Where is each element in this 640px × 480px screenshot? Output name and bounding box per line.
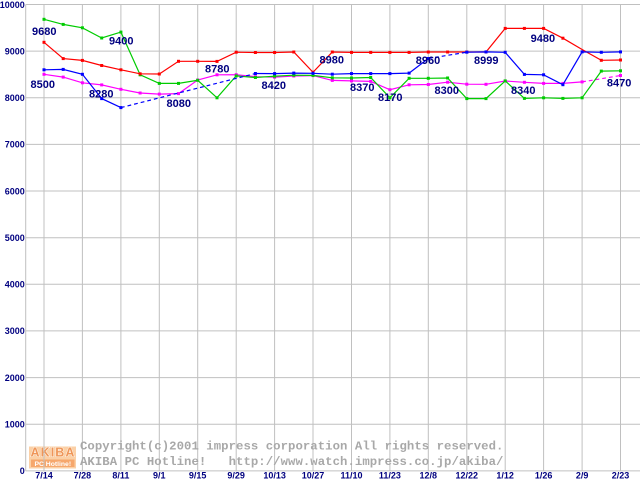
svg-text:2/23: 2/23	[612, 471, 630, 480]
svg-text:9/1: 9/1	[153, 471, 166, 480]
svg-text:1000: 1000	[5, 420, 25, 430]
svg-text:AKIBA PC Hotline! http://www: AKIBA PC Hotline! http://www.watch.impre…	[80, 455, 503, 469]
svg-text:AKIBA: AKIBA	[30, 446, 75, 460]
svg-text:6000: 6000	[5, 186, 25, 196]
svg-text:9480: 9480	[531, 33, 555, 45]
svg-text:5000: 5000	[5, 233, 25, 243]
svg-text:10000: 10000	[0, 0, 25, 10]
svg-text:2/9: 2/9	[576, 471, 589, 480]
svg-text:2000: 2000	[5, 373, 25, 383]
svg-text:8300: 8300	[435, 85, 459, 97]
svg-text:10/27: 10/27	[302, 471, 325, 480]
svg-text:8500: 8500	[31, 79, 55, 91]
svg-text:12/8: 12/8	[420, 471, 438, 480]
svg-text:9000: 9000	[5, 46, 25, 56]
svg-text:11/10: 11/10	[340, 471, 362, 480]
svg-text:8420: 8420	[262, 80, 286, 92]
svg-text:3000: 3000	[5, 326, 25, 336]
svg-text:8470: 8470	[607, 78, 631, 90]
svg-text:4000: 4000	[5, 280, 25, 290]
svg-text:8370: 8370	[350, 82, 374, 94]
svg-text:7/14: 7/14	[35, 471, 53, 480]
svg-text:9680: 9680	[32, 26, 56, 38]
svg-text:12/22: 12/22	[456, 471, 479, 480]
svg-text:11/23: 11/23	[379, 471, 401, 480]
svg-text:8080: 8080	[167, 98, 191, 110]
svg-text:8170: 8170	[378, 92, 402, 104]
svg-text:8/11: 8/11	[112, 471, 129, 480]
svg-text:1/26: 1/26	[535, 471, 553, 480]
svg-text:8340: 8340	[511, 85, 535, 97]
svg-text:7000: 7000	[5, 140, 25, 150]
svg-text:8780: 8780	[205, 63, 229, 75]
svg-text:8280: 8280	[89, 88, 113, 100]
svg-text:9/15: 9/15	[189, 471, 207, 480]
svg-text:10/13: 10/13	[263, 471, 286, 480]
svg-text:9400: 9400	[109, 36, 133, 48]
svg-text:Copyright(c)2001 impress corpo: Copyright(c)2001 impress corporation All…	[80, 440, 503, 454]
svg-text:7/28: 7/28	[74, 471, 92, 480]
svg-text:8999: 8999	[474, 55, 498, 67]
svg-text:PC Hotline!: PC Hotline!	[34, 461, 71, 468]
svg-text:8960: 8960	[416, 55, 440, 67]
svg-text:8000: 8000	[5, 93, 25, 103]
svg-text:8980: 8980	[320, 55, 344, 67]
svg-text:9/29: 9/29	[227, 471, 245, 480]
svg-text:0: 0	[20, 466, 25, 476]
svg-text:1/12: 1/12	[496, 471, 514, 480]
